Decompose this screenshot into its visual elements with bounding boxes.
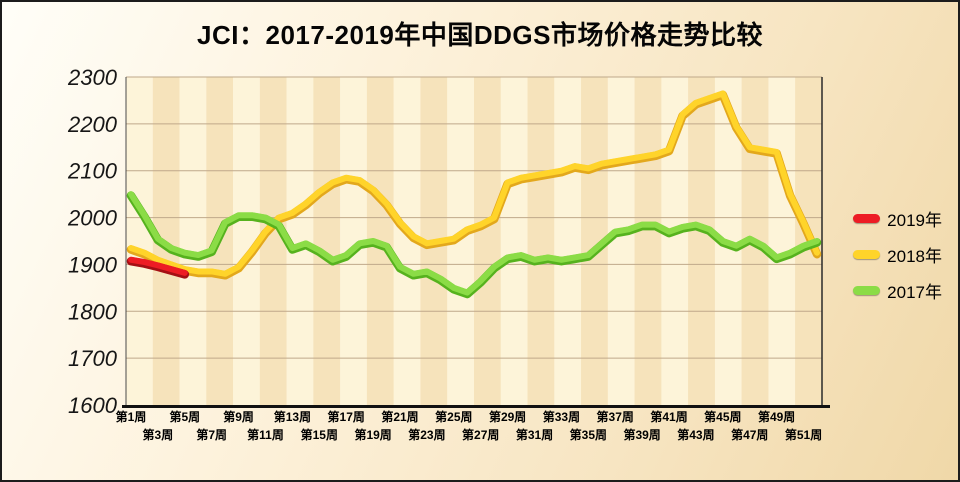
x-axis-label: 第27周 <box>462 427 499 442</box>
x-axis-label: 第23周 <box>408 427 445 442</box>
x-axis-label: 第25周 <box>435 409 472 424</box>
x-axis-label: 第9周 <box>223 409 254 424</box>
series-lines <box>126 90 822 299</box>
legend-label: 2019年 <box>887 211 942 230</box>
x-axis-label: 第5周 <box>169 409 200 424</box>
chart-title: JCI：2017-2019年中国DDGS市场价格走势比较 <box>197 20 763 50</box>
x-axis-label: 第43周 <box>677 427 714 442</box>
series-line-2017年 <box>128 191 820 296</box>
series-line-2018年 <box>128 90 820 277</box>
x-axis-label: 第45周 <box>704 409 741 424</box>
x-axis-label: 第47周 <box>731 427 768 442</box>
x-axis-label: 第29周 <box>489 409 526 424</box>
x-axis-label: 第13周 <box>274 409 311 424</box>
x-axis-label: 第39周 <box>623 427 660 442</box>
x-axis-label: 第31周 <box>516 427 553 442</box>
legend-label: 2017年 <box>887 283 942 302</box>
y-axis-label: 1900 <box>68 252 118 277</box>
x-axis-label: 第1周 <box>116 409 147 424</box>
legend: 2019年 2018年 2017年 <box>853 206 942 303</box>
y-axis-label: 1800 <box>68 299 118 324</box>
x-axis-label: 第41周 <box>650 409 687 424</box>
legend-marker <box>853 286 881 295</box>
plot-bands <box>126 77 822 405</box>
legend-item-2019年: 2019年 <box>853 206 942 231</box>
x-axis-label: 第11周 <box>247 427 284 442</box>
x-axis-label: 第49周 <box>758 409 795 424</box>
x-axis-labels: 第1周 第5周 第9周 第13周 第17周 第21周 第25周 第29周 第33周 第37周 第41… <box>116 409 823 442</box>
y-axis-labels: 2300 2200 2100 2000 1900 1800 1700 1600 <box>67 65 118 418</box>
y-axis-label: 2300 <box>67 65 118 90</box>
legend-marker <box>853 214 881 223</box>
x-axis-label: 第21周 <box>381 409 418 424</box>
x-axis-label: 第33周 <box>543 409 580 424</box>
x-axis-label: 第15周 <box>301 427 338 442</box>
y-axis-label: 1700 <box>68 346 118 371</box>
x-axis-label: 第19周 <box>354 427 391 442</box>
y-axis-label: 2000 <box>67 206 118 231</box>
legend-item-2017年: 2017年 <box>853 278 942 303</box>
y-axis-label: 1600 <box>68 393 118 418</box>
legend-item-2018年: 2018年 <box>853 242 942 267</box>
x-axis-label: 第51周 <box>785 427 822 442</box>
y-axis-label: 2100 <box>67 159 118 184</box>
x-axis-label: 第3周 <box>143 427 174 442</box>
x-axis-label: 第17周 <box>328 409 365 424</box>
x-axis-label: 第35周 <box>570 427 607 442</box>
legend-marker <box>853 250 881 259</box>
legend-label: 2018年 <box>887 247 942 266</box>
series-line-2019年 <box>128 256 188 276</box>
axes <box>122 77 830 408</box>
x-axis-label: 第7周 <box>196 427 227 442</box>
x-axis-label: 第37周 <box>597 409 634 424</box>
y-axis-label: 2200 <box>67 112 118 137</box>
